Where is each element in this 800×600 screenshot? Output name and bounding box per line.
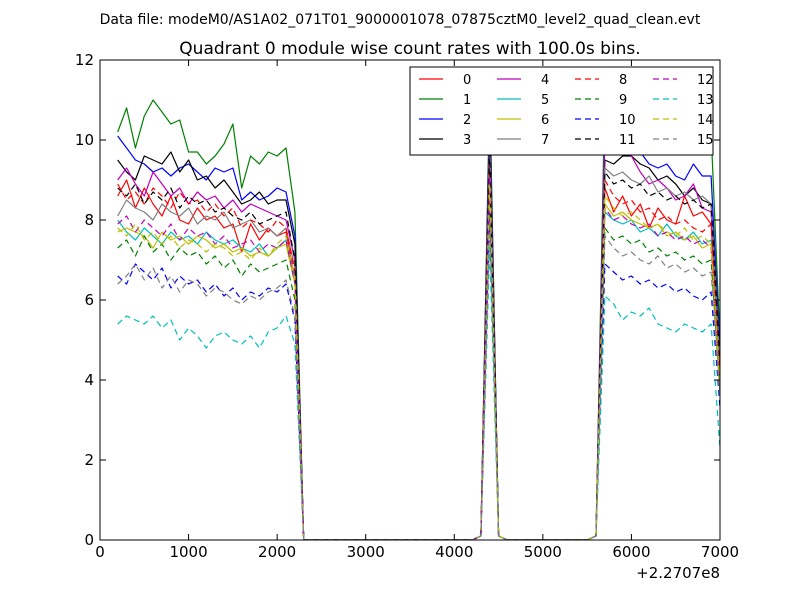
- series-line-9: [117, 191, 720, 540]
- chart-title: Quadrant 0 module wise count rates with …: [179, 39, 640, 59]
- series-line-13: [117, 247, 720, 540]
- legend-box: [409, 66, 714, 156]
- y-tick-label: 0: [84, 531, 94, 549]
- legend-label-7: 7: [541, 133, 549, 148]
- x-tick-label: 1000: [169, 543, 207, 561]
- y-tick-label: 10: [75, 131, 94, 149]
- legend-label-13: 13: [697, 93, 714, 108]
- legend-label-6: 6: [541, 113, 549, 128]
- suptitle: Data file: modeM0/AS1A02_071T01_90000010…: [100, 12, 701, 28]
- legend-label-12: 12: [697, 73, 714, 88]
- x-tick-label: 2000: [258, 543, 296, 561]
- x-tick-label: 3000: [347, 543, 385, 561]
- x-tick-label: 7000: [701, 543, 739, 561]
- series-line-8: [117, 163, 720, 540]
- legend-label-3: 3: [463, 133, 471, 148]
- legend-label-10: 10: [619, 113, 636, 128]
- x-offset-label: +2.2707e8: [636, 564, 720, 582]
- y-tick-label: 8: [84, 211, 94, 229]
- x-tick-label: 5000: [524, 543, 562, 561]
- series-line-10: [117, 211, 720, 540]
- series-line-5: [117, 179, 720, 540]
- series-line-3: [117, 115, 720, 540]
- x-tick-label: 0: [95, 543, 105, 561]
- legend-label-5: 5: [541, 93, 549, 108]
- legend-label-15: 15: [697, 133, 714, 148]
- legend-label-14: 14: [697, 113, 714, 128]
- y-tick-label: 4: [84, 371, 94, 389]
- series-line-14: [117, 183, 720, 540]
- legend-label-9: 9: [619, 93, 627, 108]
- legend-label-8: 8: [619, 73, 627, 88]
- series-line-7: [117, 139, 720, 540]
- legend-label-2: 2: [463, 113, 471, 128]
- legend-label-0: 0: [463, 73, 471, 88]
- y-tick-label: 12: [75, 51, 94, 69]
- x-tick-label: 6000: [612, 543, 650, 561]
- legend-label-1: 1: [463, 93, 471, 108]
- y-tick-label: 2: [84, 451, 94, 469]
- y-tick-label: 6: [84, 291, 94, 309]
- legend-label-11: 11: [619, 133, 636, 148]
- legend-label-4: 4: [541, 73, 549, 88]
- x-tick-label: 4000: [435, 543, 473, 561]
